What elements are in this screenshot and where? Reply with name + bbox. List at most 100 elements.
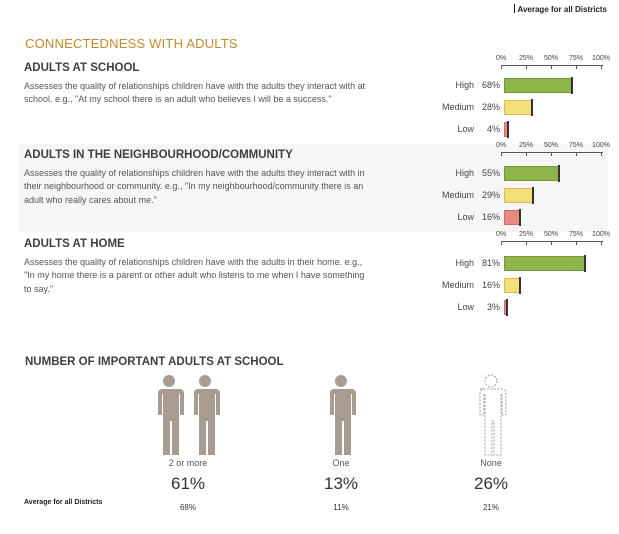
- group-none: None 26% 21%: [446, 458, 536, 512]
- average-marker: [531, 99, 533, 116]
- tick-label: 100%: [592, 231, 610, 238]
- group-percent: 13%: [323, 474, 359, 493]
- row-value-medium: 29%: [481, 190, 500, 200]
- tick-label: 100%: [592, 55, 610, 62]
- tick-label: 0%: [495, 55, 507, 62]
- group-one: One 13% 11%: [296, 458, 386, 512]
- axis-tick: [576, 65, 577, 69]
- row-value-medium: 28%: [481, 102, 500, 112]
- axis-line: [501, 65, 603, 66]
- bar-low: [504, 210, 520, 225]
- group-category: 2 or more: [168, 458, 208, 468]
- row-label-low: Low: [457, 212, 474, 222]
- two-people-icon: [158, 375, 220, 455]
- tick-label: 0%: [495, 142, 507, 149]
- block-title: ADULTS AT SCHOOL: [24, 62, 140, 74]
- axis-tick: [551, 152, 552, 156]
- tick-label: 50%: [543, 55, 559, 62]
- bar-medium: [504, 188, 533, 203]
- average-marker: [507, 121, 509, 138]
- block-adults-in-neighbourhood: ADULTS IN THE NEIGHBOURHOOD/COMMUNITY As…: [18, 142, 610, 232]
- row-label-high: High: [455, 80, 474, 90]
- tick-label: 50%: [543, 142, 559, 149]
- average-marker: [506, 299, 508, 316]
- row-label-low: Low: [457, 302, 474, 312]
- average-marker: [571, 77, 573, 94]
- person-icon: [330, 375, 356, 455]
- average-legend: Average for all Districts: [514, 4, 607, 14]
- tick-label: 25%: [518, 231, 534, 238]
- group-percent: 26%: [473, 474, 509, 493]
- axis-line: [501, 152, 603, 153]
- row-label-high: High: [455, 258, 474, 268]
- axis-tick: [601, 65, 602, 69]
- percent-axis: 0% 25% 50% 75% 100%: [496, 231, 610, 245]
- row-value-low: 3%: [486, 302, 500, 312]
- group-two-or-more: 2 or more 61% 68%: [143, 458, 233, 512]
- axis-tick: [501, 241, 502, 245]
- row-label-low: Low: [457, 124, 474, 134]
- group-average: 21%: [482, 503, 499, 512]
- group-percent: 61%: [170, 474, 206, 493]
- block-description: Assesses the quality of relationships ch…: [24, 168, 365, 205]
- row-value-high: 55%: [481, 168, 500, 178]
- average-row-label: Average for all Districts: [24, 499, 103, 506]
- average-marker: [519, 277, 521, 294]
- axis-tick: [576, 152, 577, 156]
- group-category: None: [480, 458, 502, 468]
- percent-axis: 0% 25% 50% 75% 100%: [496, 142, 610, 156]
- axis-tick: [601, 241, 602, 245]
- block-adults-at-home: ADULTS AT HOME Assesses the quality of r…: [18, 231, 610, 326]
- block-title: ADULTS IN THE NEIGHBOURHOOD/COMMUNITY: [24, 149, 293, 161]
- axis-tick: [551, 65, 552, 69]
- average-marker: [532, 187, 534, 204]
- block-description: Assesses the quality of relationships ch…: [24, 257, 365, 294]
- bar-medium: [504, 278, 520, 293]
- axis-tick: [501, 65, 502, 69]
- tick-label: 50%: [543, 231, 559, 238]
- axis-tick: [551, 241, 552, 245]
- row-value-medium: 16%: [481, 280, 500, 290]
- axis-tick: [601, 152, 602, 156]
- block-title: ADULTS AT HOME: [24, 238, 125, 250]
- tick-label: 75%: [568, 142, 584, 149]
- tick-label: 100%: [592, 142, 610, 149]
- group-average: 11%: [333, 503, 349, 512]
- block-description: Assesses the quality of relationships ch…: [24, 81, 366, 105]
- tick-label: 25%: [518, 142, 534, 149]
- axis-tick: [576, 241, 577, 245]
- bar-high: [504, 166, 559, 181]
- row-value-low: 4%: [486, 124, 500, 134]
- person-outline-icon: [479, 374, 507, 456]
- axis-tick: [526, 241, 527, 245]
- percent-axis: 0% 25% 50% 75% 100%: [496, 55, 610, 69]
- section-title: CONNECTEDNESS WITH ADULTS: [25, 36, 238, 51]
- block-adults-at-school: ADULTS AT SCHOOL Assesses the quality of…: [18, 55, 610, 150]
- row-label-medium: Medium: [441, 280, 474, 290]
- row-value-low: 16%: [481, 212, 500, 222]
- row-value-high: 81%: [481, 258, 500, 268]
- tick-label: 75%: [568, 55, 584, 62]
- average-marker: [584, 255, 586, 272]
- row-value-high: 68%: [481, 80, 500, 90]
- average-marker: [519, 209, 521, 226]
- group-average: 68%: [179, 503, 196, 512]
- tick-label: 75%: [568, 231, 584, 238]
- axis-line: [501, 241, 603, 242]
- axis-tick: [526, 65, 527, 69]
- group-category: One: [332, 458, 350, 468]
- axis-tick: [526, 152, 527, 156]
- bar-medium: [504, 100, 532, 115]
- bar-high: [504, 78, 572, 93]
- axis-tick: [501, 152, 502, 156]
- row-label-high: High: [455, 168, 474, 178]
- important-adults-title: NUMBER OF IMPORTANT ADULTS AT SCHOOL: [25, 356, 284, 368]
- average-legend-label: Average for all Districts: [517, 5, 607, 14]
- tick-label: 0%: [495, 231, 507, 238]
- row-label-medium: Medium: [441, 190, 474, 200]
- row-label-medium: Medium: [441, 102, 474, 112]
- bar-high: [504, 256, 585, 271]
- average-marker: [558, 165, 560, 182]
- tick-label: 25%: [518, 55, 534, 62]
- average-marker-sample: [514, 4, 516, 13]
